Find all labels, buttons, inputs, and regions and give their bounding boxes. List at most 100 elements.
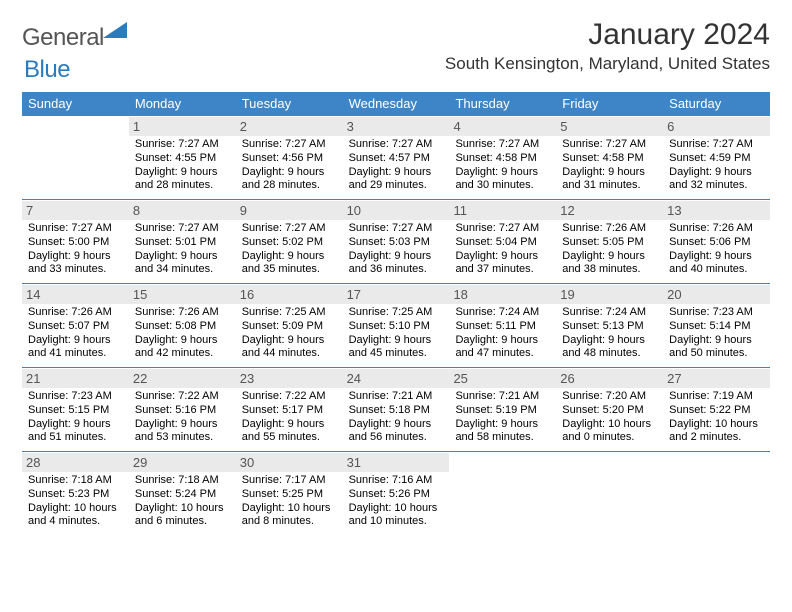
daylight-text: Daylight: 10 hours and 8 minutes. <box>242 502 337 530</box>
day-cell: 26Sunrise: 7:20 AMSunset: 5:20 PMDayligh… <box>556 368 663 451</box>
daylight-text: Daylight: 9 hours and 51 minutes. <box>28 418 123 446</box>
day-header-wed: Wednesday <box>343 92 450 116</box>
sunset-text: Sunset: 5:23 PM <box>28 488 123 502</box>
sunrise-text: Sunrise: 7:23 AM <box>28 390 123 404</box>
day-cell: 6Sunrise: 7:27 AMSunset: 4:59 PMDaylight… <box>663 116 770 199</box>
sunset-text: Sunset: 5:24 PM <box>135 488 230 502</box>
daylight-text: Daylight: 9 hours and 56 minutes. <box>349 418 444 446</box>
daylight-text: Daylight: 9 hours and 53 minutes. <box>135 418 230 446</box>
sunrise-text: Sunrise: 7:24 AM <box>455 306 550 320</box>
sunset-text: Sunset: 5:07 PM <box>28 320 123 334</box>
day-number: 15 <box>129 285 236 304</box>
day-cell: 24Sunrise: 7:21 AMSunset: 5:18 PMDayligh… <box>343 368 450 451</box>
daylight-text: Daylight: 9 hours and 35 minutes. <box>242 250 337 278</box>
sunrise-text: Sunrise: 7:22 AM <box>242 390 337 404</box>
day-number: 22 <box>129 369 236 388</box>
day-cell: 11Sunrise: 7:27 AMSunset: 5:04 PMDayligh… <box>449 200 556 283</box>
week-row: 21Sunrise: 7:23 AMSunset: 5:15 PMDayligh… <box>22 368 770 452</box>
day-cell: 1Sunrise: 7:27 AMSunset: 4:55 PMDaylight… <box>129 116 236 199</box>
day-cell: 18Sunrise: 7:24 AMSunset: 5:11 PMDayligh… <box>449 284 556 367</box>
day-number: 13 <box>663 201 770 220</box>
day-number: 4 <box>449 117 556 136</box>
daylight-text: Daylight: 9 hours and 38 minutes. <box>562 250 657 278</box>
day-number: 11 <box>449 201 556 220</box>
daylight-text: Daylight: 9 hours and 48 minutes. <box>562 334 657 362</box>
day-number <box>22 117 129 135</box>
day-cell: 28Sunrise: 7:18 AMSunset: 5:23 PMDayligh… <box>22 452 129 535</box>
daylight-text: Daylight: 9 hours and 33 minutes. <box>28 250 123 278</box>
daylight-text: Daylight: 9 hours and 47 minutes. <box>455 334 550 362</box>
sunrise-text: Sunrise: 7:26 AM <box>562 222 657 236</box>
sunrise-text: Sunrise: 7:27 AM <box>135 222 230 236</box>
sunrise-text: Sunrise: 7:18 AM <box>28 474 123 488</box>
day-cell <box>663 452 770 535</box>
day-cell: 22Sunrise: 7:22 AMSunset: 5:16 PMDayligh… <box>129 368 236 451</box>
day-cell: 21Sunrise: 7:23 AMSunset: 5:15 PMDayligh… <box>22 368 129 451</box>
day-header-sun: Sunday <box>22 92 129 116</box>
day-header-row: Sunday Monday Tuesday Wednesday Thursday… <box>22 92 770 116</box>
sunset-text: Sunset: 5:20 PM <box>562 404 657 418</box>
day-number: 12 <box>556 201 663 220</box>
day-cell: 12 Sunrise: 7:26 AMSunset: 5:05 PMDayligh… <box>556 200 663 283</box>
day-number: 19 <box>556 285 663 304</box>
day-number: 30 <box>236 453 343 472</box>
day-cell: 7Sunrise: 7:27 AMSunset: 5:00 PMDaylight… <box>22 200 129 283</box>
daylight-text: Daylight: 9 hours and 32 minutes. <box>669 166 764 194</box>
day-cell: 3Sunrise: 7:27 AMSunset: 4:57 PMDaylight… <box>343 116 450 199</box>
sunset-text: Sunset: 5:14 PM <box>669 320 764 334</box>
week-row: 7Sunrise: 7:27 AMSunset: 5:00 PMDaylight… <box>22 200 770 284</box>
month-title: January 2024 <box>445 18 770 52</box>
sunrise-text: Sunrise: 7:18 AM <box>135 474 230 488</box>
sunset-text: Sunset: 5:00 PM <box>28 236 123 250</box>
day-cell: 9Sunrise: 7:27 AMSunset: 5:02 PMDaylight… <box>236 200 343 283</box>
sunset-text: Sunset: 5:17 PM <box>242 404 337 418</box>
logo-text-general: General <box>22 24 104 52</box>
sunset-text: Sunset: 5:26 PM <box>349 488 444 502</box>
logo: General <box>22 18 129 52</box>
daylight-text: Daylight: 10 hours and 10 minutes. <box>349 502 444 530</box>
daylight-text: Daylight: 9 hours and 30 minutes. <box>455 166 550 194</box>
day-cell: 17Sunrise: 7:25 AMSunset: 5:10 PMDayligh… <box>343 284 450 367</box>
day-number: 8 <box>129 201 236 220</box>
daylight-text: Daylight: 9 hours and 31 minutes. <box>562 166 657 194</box>
daylight-text: Daylight: 9 hours and 44 minutes. <box>242 334 337 362</box>
day-number: 23 <box>236 369 343 388</box>
daylight-text: Daylight: 10 hours and 2 minutes. <box>669 418 764 446</box>
sunset-text: Sunset: 5:09 PM <box>242 320 337 334</box>
day-cell: 2Sunrise: 7:27 AMSunset: 4:56 PMDaylight… <box>236 116 343 199</box>
sunrise-text: Sunrise: 7:27 AM <box>562 138 657 152</box>
sunset-text: Sunset: 4:58 PM <box>455 152 550 166</box>
daylight-text: Daylight: 9 hours and 58 minutes. <box>455 418 550 446</box>
day-number: 9 <box>236 201 343 220</box>
sunset-text: Sunset: 5:08 PM <box>135 320 230 334</box>
day-number: 28 <box>22 453 129 472</box>
day-number: 29 <box>129 453 236 472</box>
sunrise-text: Sunrise: 7:20 AM <box>562 390 657 404</box>
sunset-text: Sunset: 5:10 PM <box>349 320 444 334</box>
location-text: South Kensington, Maryland, United State… <box>445 54 770 74</box>
sunrise-text: Sunrise: 7:27 AM <box>455 222 550 236</box>
day-number: 31 <box>343 453 450 472</box>
day-cell: 20Sunrise: 7:23 AMSunset: 5:14 PMDayligh… <box>663 284 770 367</box>
day-number <box>663 453 770 471</box>
daylight-text: Daylight: 9 hours and 42 minutes. <box>135 334 230 362</box>
sunset-text: Sunset: 5:05 PM <box>562 236 657 250</box>
sunset-text: Sunset: 5:19 PM <box>455 404 550 418</box>
daylight-text: Daylight: 9 hours and 36 minutes. <box>349 250 444 278</box>
sunset-text: Sunset: 5:16 PM <box>135 404 230 418</box>
daylight-text: Daylight: 10 hours and 6 minutes. <box>135 502 230 530</box>
sunrise-text: Sunrise: 7:27 AM <box>349 138 444 152</box>
sunrise-text: Sunrise: 7:27 AM <box>242 138 337 152</box>
day-number: 21 <box>22 369 129 388</box>
daylight-text: Daylight: 10 hours and 0 minutes. <box>562 418 657 446</box>
daylight-text: Daylight: 9 hours and 50 minutes. <box>669 334 764 362</box>
sunset-text: Sunset: 5:25 PM <box>242 488 337 502</box>
day-number: 24 <box>343 369 450 388</box>
daylight-text: Daylight: 9 hours and 29 minutes. <box>349 166 444 194</box>
sunrise-text: Sunrise: 7:27 AM <box>135 138 230 152</box>
day-cell: 13Sunrise: 7:26 AMSunset: 5:06 PMDayligh… <box>663 200 770 283</box>
day-header-thu: Thursday <box>449 92 556 116</box>
day-number: 3 <box>343 117 450 136</box>
sunrise-text: Sunrise: 7:21 AM <box>349 390 444 404</box>
day-cell: 30Sunrise: 7:17 AMSunset: 5:25 PMDayligh… <box>236 452 343 535</box>
